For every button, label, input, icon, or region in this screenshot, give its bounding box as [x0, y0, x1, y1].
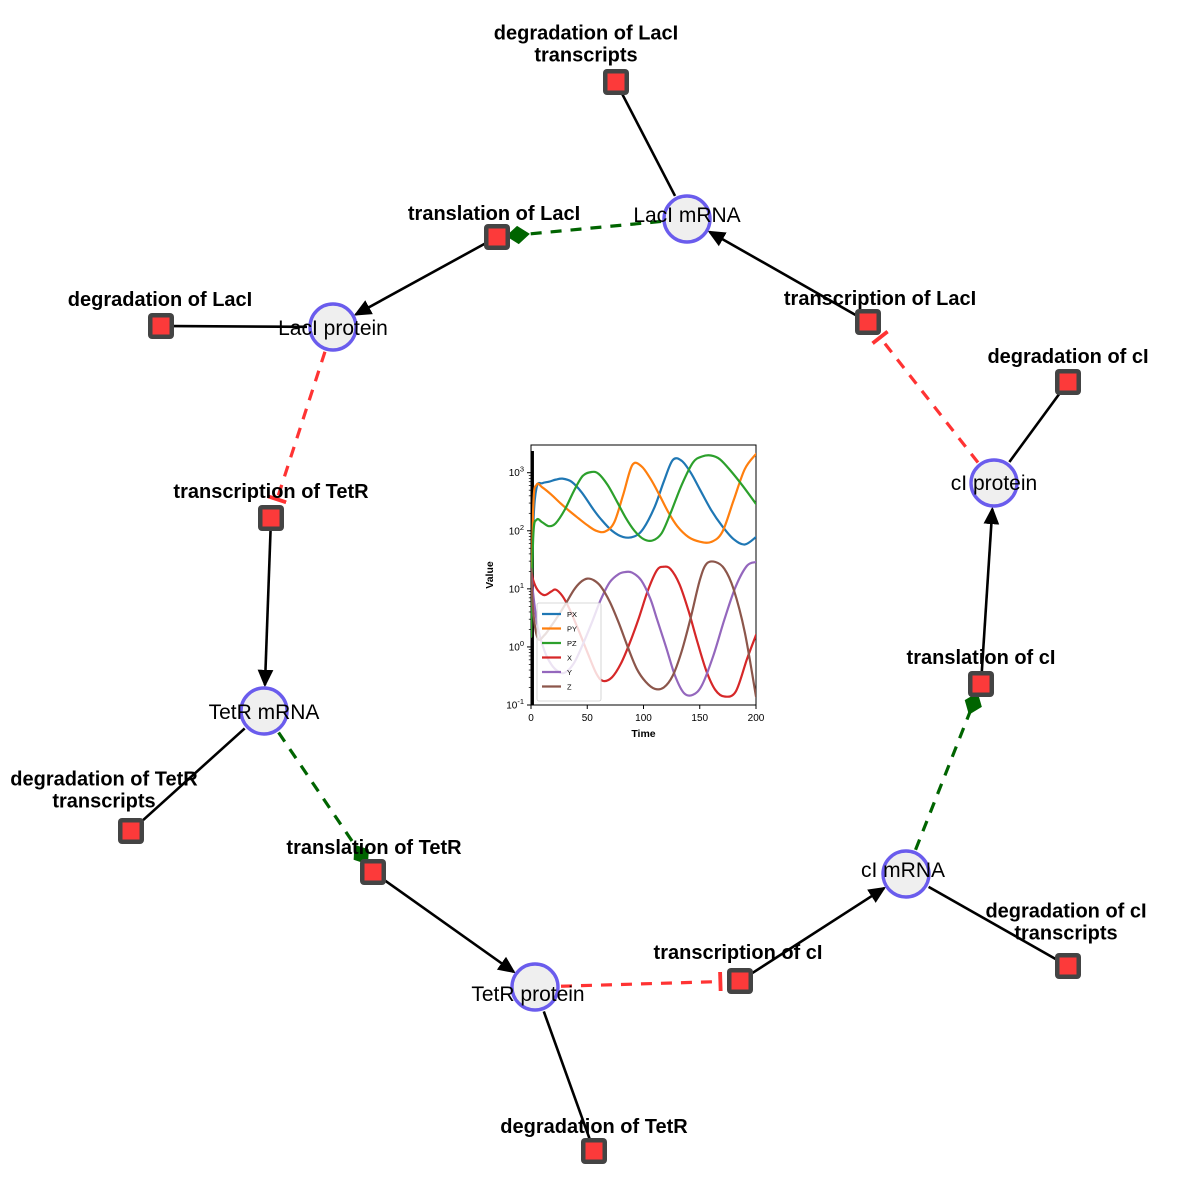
edge-catalysis	[277, 731, 369, 865]
reaction-node-deg_tetr_tx[interactable]	[122, 822, 140, 840]
reaction-node-transl_tetr[interactable]	[364, 863, 382, 881]
edge-product	[257, 530, 274, 688]
plot-legend-label-Z: Z	[567, 682, 572, 691]
plot-legend-label-PZ: PZ	[567, 639, 577, 648]
reaction-node-tx_laci[interactable]	[859, 313, 877, 331]
edge-inhibition	[267, 351, 327, 505]
node-layer	[118, 69, 1081, 1164]
edge-inhibition	[560, 971, 723, 992]
edge-product	[980, 506, 1000, 672]
edge-substrate	[620, 92, 677, 197]
reaction-node-transl_laci[interactable]	[488, 228, 506, 246]
species-node-ci_protein[interactable]	[969, 458, 1019, 508]
species-node-laci_protein[interactable]	[308, 302, 358, 352]
species-node-tetr_mrna[interactable]	[239, 686, 289, 736]
edge-product	[382, 878, 516, 974]
species-node-laci_mrna[interactable]	[662, 194, 712, 244]
edge-substrate	[139, 727, 246, 824]
edge-substrate	[542, 1011, 591, 1140]
plot-legend-label-Y: Y	[567, 668, 572, 677]
reaction-node-tx_tetr[interactable]	[262, 509, 280, 527]
reaction-node-group-deg_tetr[interactable]	[581, 1138, 607, 1164]
species-node-ci_mrna[interactable]	[881, 849, 931, 899]
reaction-node-group-deg_ci_tx[interactable]	[1055, 953, 1081, 979]
plot-legend-label-PX: PX	[567, 610, 577, 619]
plot-series-X	[531, 565, 756, 698]
edge-layer	[139, 92, 1062, 1140]
reaction-node-group-deg_laci_tx[interactable]	[603, 69, 629, 95]
edge-substrate	[173, 324, 308, 329]
reaction-node-group-deg_ci[interactable]	[1055, 369, 1081, 395]
reaction-node-group-tx_tetr[interactable]	[258, 505, 284, 531]
reaction-node-deg_tetr[interactable]	[585, 1142, 603, 1160]
reaction-node-deg_laci[interactable]	[152, 317, 170, 335]
plot-xtick-label: 100	[635, 713, 652, 724]
reaction-node-group-tx_laci[interactable]	[855, 309, 881, 335]
plot-xtick-label: 200	[748, 713, 765, 724]
species-node-tetr_protein[interactable]	[510, 962, 560, 1012]
reaction-node-group-transl_tetr[interactable]	[360, 859, 386, 885]
reaction-node-deg_laci_tx[interactable]	[607, 73, 625, 91]
reaction-node-group-transl_ci[interactable]	[968, 671, 994, 697]
edge-product	[750, 886, 887, 976]
reaction-node-group-tx_ci[interactable]	[727, 968, 753, 994]
plot-series-PZ	[531, 454, 756, 638]
plot-legend: PX PY PZ XYZ	[536, 602, 602, 702]
plot-xtick-label: 0	[528, 713, 534, 724]
edge-substrate	[927, 885, 1058, 961]
plot-ylabel: Value	[484, 561, 496, 589]
edge-catalysis	[914, 692, 982, 851]
timecourse-plot: 10-1 100 101 102 103 0 50 100 150 200 Time Value PX P…	[473, 437, 768, 755]
edge-catalysis	[505, 219, 662, 245]
plot-series-PX	[531, 457, 756, 638]
plot-xtick-label: 50	[582, 713, 594, 724]
reaction-node-group-transl_laci[interactable]	[484, 224, 510, 250]
reaction-node-tx_ci[interactable]	[731, 972, 749, 990]
plot-xlabel: Time	[631, 728, 655, 740]
reaction-node-group-deg_laci[interactable]	[148, 313, 174, 339]
reaction-node-group-deg_tetr_tx[interactable]	[118, 818, 144, 844]
reaction-node-transl_ci[interactable]	[972, 675, 990, 693]
plot-xtick-label: 150	[691, 713, 708, 724]
reaction-node-deg_ci[interactable]	[1059, 373, 1077, 391]
edge-inhibition	[871, 330, 980, 464]
edge-product	[707, 230, 858, 317]
plot-series-PY	[531, 452, 756, 638]
edge-product	[353, 242, 487, 316]
reaction-node-deg_ci_tx[interactable]	[1059, 957, 1077, 975]
plot-legend-label-X: X	[567, 653, 572, 662]
edge-substrate	[1008, 391, 1062, 463]
plot-legend-label-PY: PY	[567, 624, 577, 633]
